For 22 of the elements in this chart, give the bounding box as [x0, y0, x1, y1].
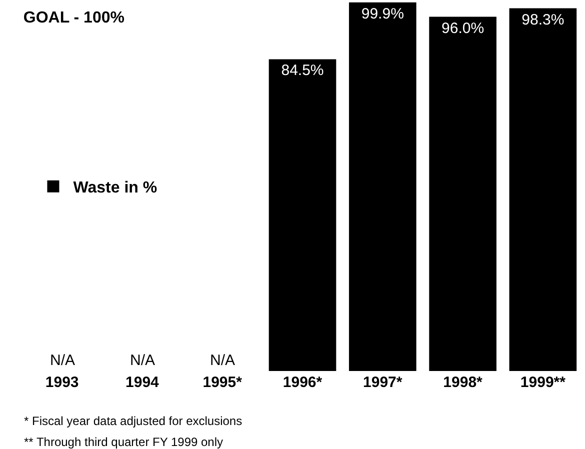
x-tick-label: 1998* — [443, 374, 483, 391]
x-tick-label: 1994 — [126, 374, 160, 391]
data-label: 99.9% — [361, 5, 404, 22]
text: ** Through third quarter FY 1999 only — [24, 435, 224, 449]
bar — [348, 2, 416, 371]
data-label: 84.5% — [281, 62, 324, 80]
bar — [268, 59, 336, 371]
x-tick-label: 1996* — [282, 374, 322, 391]
text: N/A — [210, 352, 236, 369]
x-tick-label: 1993 — [45, 374, 79, 391]
chart-title: GOAL - 100% — [23, 9, 124, 26]
x-tick-label: 1995* — [202, 374, 242, 391]
text: N/A — [130, 352, 156, 369]
text: N/A — [50, 352, 76, 369]
data-label: 96.0% — [442, 20, 484, 37]
bar — [509, 8, 577, 371]
bar — [429, 16, 496, 371]
x-tick-label: 1997* — [363, 374, 402, 391]
x-tick-label: 1999** — [520, 374, 566, 391]
data-label: 98.3% — [522, 11, 564, 28]
legend-label: Waste in % — [73, 180, 158, 197]
text: * Fiscal year data adjusted for exclusions — [24, 414, 242, 428]
